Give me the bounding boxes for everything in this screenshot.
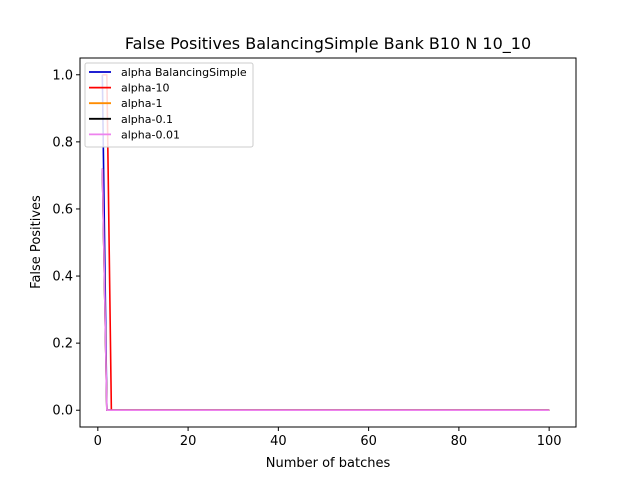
legend-label-2: alpha-1 (121, 97, 162, 110)
legend: alpha BalancingSimple alpha-10 alpha-1 alph… (84, 62, 254, 148)
y-tick-label: 1.0 (52, 68, 73, 83)
y-axis-label: False Positives (29, 195, 44, 289)
x-tick-label: 100 (537, 434, 562, 449)
y-tick-label: 0.8 (52, 135, 73, 150)
legend-box (84, 62, 254, 148)
y-tick-label: 0.4 (52, 270, 73, 285)
series-line-4 (101, 168, 550, 412)
x-tick-label: 80 (451, 434, 468, 449)
legend-label-4: alpha-0.01 (121, 128, 180, 141)
legend-label-0: alpha BalancingSimple (121, 66, 247, 79)
x-tick-label: 20 (180, 434, 197, 449)
x-tick-label: 0 (94, 434, 102, 449)
y-tick-label: 0.2 (52, 337, 73, 352)
chart-title: False Positives BalancingSimple Bank B10… (125, 34, 531, 54)
legend-label-3: alpha-0.1 (121, 113, 173, 126)
plot-frame (79, 57, 577, 428)
x-axis-label: Number of batches (266, 456, 391, 471)
y-tick-label: 0.6 (52, 202, 73, 217)
x-tick-label: 60 (360, 434, 377, 449)
y-tick-label: 0.0 (52, 404, 73, 419)
y-axis-ticks: 0.0 0.2 0.4 0.6 0.8 1.0 (52, 68, 80, 419)
x-tick-label: 40 (270, 434, 287, 449)
legend-label-1: alpha-10 (121, 82, 169, 95)
x-axis-ticks: 0 20 40 60 80 100 (94, 427, 562, 449)
